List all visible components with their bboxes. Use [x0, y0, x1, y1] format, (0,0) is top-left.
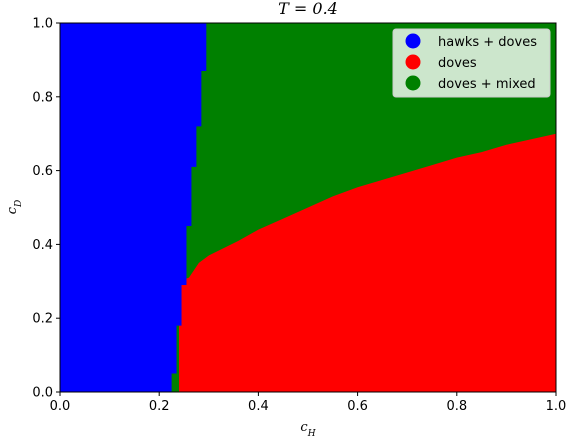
axes-frame [59, 22, 557, 393]
chart-title: T = 0.4 [278, 0, 338, 18]
y-tick-label: 0.8 [32, 90, 53, 105]
legend: hawks + doves doves doves + mixed [392, 28, 551, 98]
x-axis-label: cH [300, 420, 315, 439]
x-tick-label: 0.8 [446, 399, 467, 414]
x-tick-label: 1.0 [546, 399, 567, 414]
y-axis-label: cD [5, 200, 24, 215]
legend-marker [405, 54, 421, 70]
y-tick-label: 1.0 [32, 17, 53, 32]
axes: 0.0 0.2 0.4 0.6 0.8 1.0 0.0 0.2 0.4 0.6 0.8 1.0 [32, 17, 566, 415]
x-tick-label: 0.4 [248, 399, 269, 414]
legend-label: doves [438, 56, 477, 71]
x-tick-label: 0.2 [149, 399, 170, 414]
legend-label: hawks + doves [438, 35, 537, 50]
legend-marker [405, 75, 421, 91]
x-tick-label: 0.0 [50, 399, 71, 414]
legend-label: doves + mixed [438, 77, 536, 92]
region-doves [179, 133, 557, 392]
x-tick-label: 0.6 [347, 399, 368, 414]
legend-box [392, 28, 551, 98]
y-tick-label: 0.2 [32, 312, 53, 327]
legend-marker [405, 33, 421, 49]
y-tick-label: 0.0 [32, 386, 53, 401]
region-hawks-doves [60, 23, 207, 392]
y-tick-label: 0.6 [32, 164, 53, 179]
y-tick-label: 0.4 [32, 238, 53, 253]
